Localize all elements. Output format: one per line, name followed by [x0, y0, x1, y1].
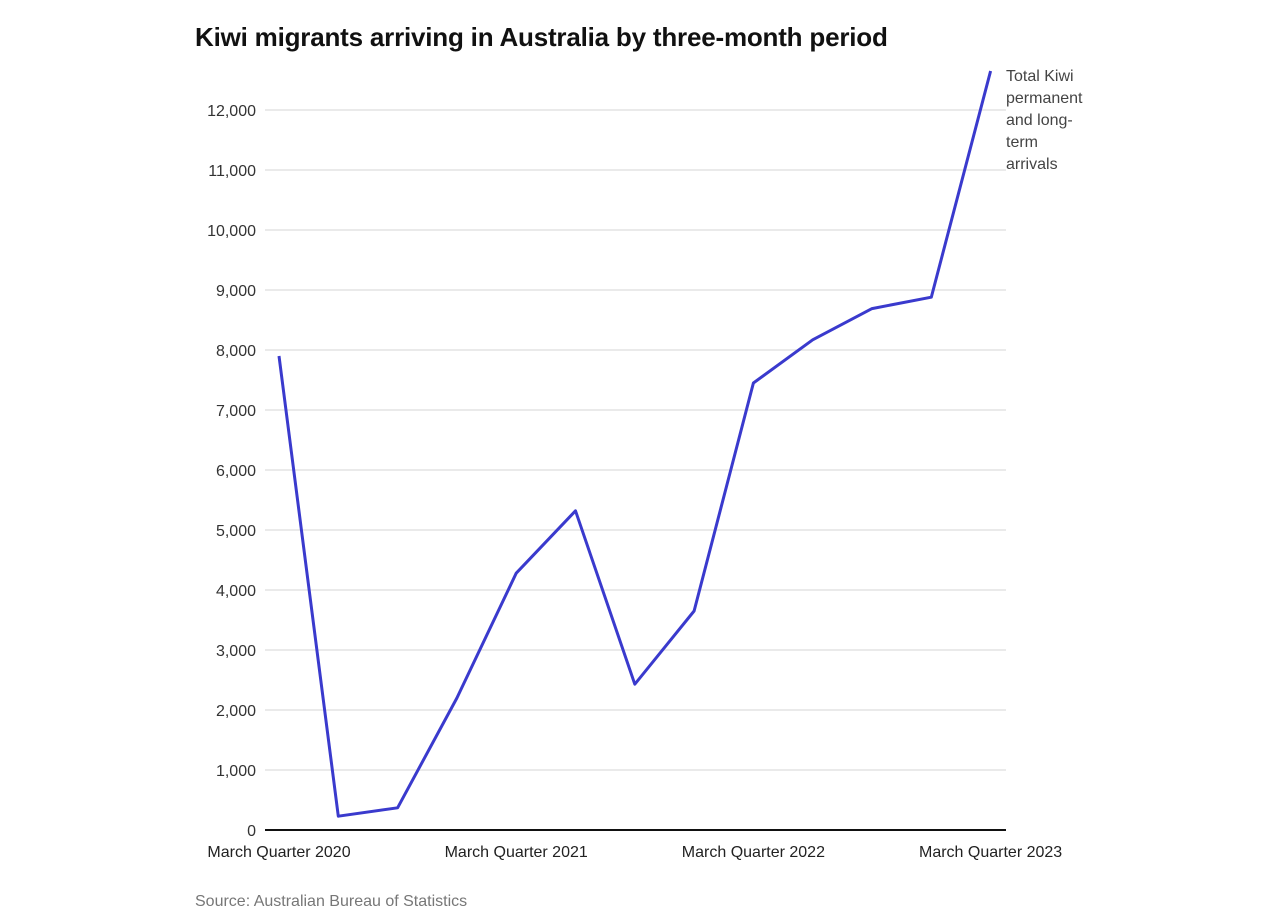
source-note: Source: Australian Bureau of Statistics [195, 893, 468, 910]
series-line [277, 70, 993, 818]
x-tick-label: March Quarter 2021 [445, 844, 588, 861]
y-tick-label: 0 [247, 823, 256, 840]
y-tick-label: 4,000 [216, 583, 256, 600]
y-axis-ticks: 0 1,000 2,000 3,000 4,000 5,000 6,000 7,000 8,00… [207, 103, 256, 840]
series-label: Total Kiwi permanent and long-term arrivals [1006, 68, 1083, 173]
y-tick-label: 11,000 [208, 163, 256, 180]
series-group [277, 70, 993, 818]
grid-lines [265, 109, 1006, 771]
y-tick-label: 2,000 [216, 703, 256, 720]
y-tick-label: 8,000 [216, 343, 256, 360]
y-tick-label: 3,000 [216, 643, 256, 660]
y-tick-label: 10,000 [207, 223, 256, 240]
y-tick-label: 6,000 [216, 463, 256, 480]
x-tick-label: March Quarter 2023 [919, 844, 1062, 861]
y-tick-label: 1,000 [216, 763, 256, 780]
x-tick-label: March Quarter 2020 [207, 844, 350, 861]
y-tick-label: 5,000 [216, 523, 256, 540]
x-tick-label: March Quarter 2022 [682, 844, 825, 861]
x-axis-ticks: March Quarter 2020 March Quarter 2021 Marc… [207, 844, 1062, 861]
y-tick-label: 12,000 [207, 103, 256, 120]
chart-title: Kiwi migrants arriving in Australia by t… [195, 22, 888, 52]
y-tick-label: 7,000 [216, 403, 256, 420]
y-tick-label: 9,000 [216, 283, 256, 300]
series-labels: Total Kiwi permanent and long-term arrivals [1006, 68, 1083, 173]
